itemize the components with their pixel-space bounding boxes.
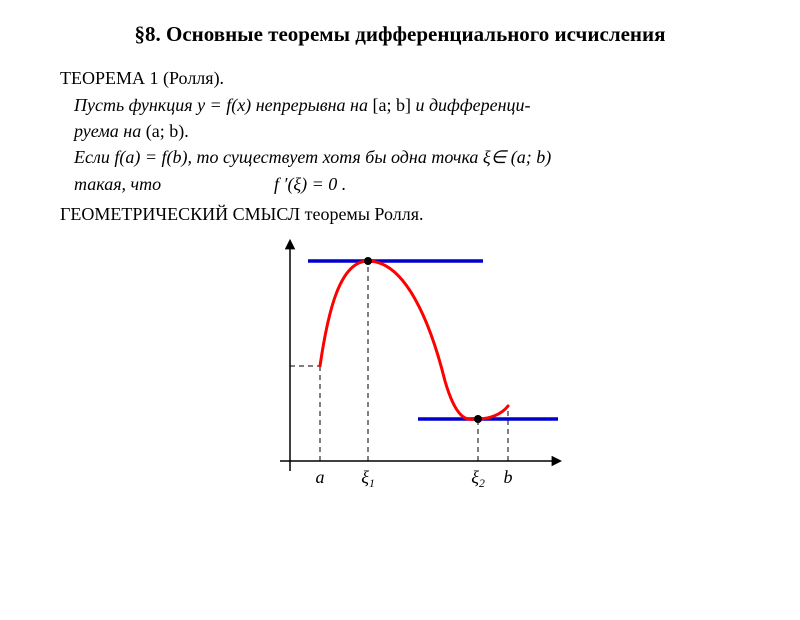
- svg-text:b: b: [504, 467, 513, 487]
- theorem-line4: такая, чтоf ′(ξ) = 0 .: [60, 172, 740, 196]
- text: [a; b]: [372, 95, 410, 115]
- theorem-line1: Пусть функция y = f(x) непрерывна на [a;…: [60, 93, 740, 117]
- theorem-line2: руема на (a; b).: [60, 119, 740, 143]
- geo-meaning-label: ГЕОМЕТРИЧЕСКИЙ СМЫСЛ теоремы Ролля.: [60, 204, 740, 225]
- svg-text:a: a: [316, 467, 325, 487]
- text: Если: [74, 147, 114, 167]
- text: (a; b).: [146, 121, 189, 141]
- text: ): [545, 147, 551, 167]
- text: b: [536, 147, 545, 167]
- text: f ′(ξ) = 0 .: [274, 174, 346, 194]
- svg-text:ξ2: ξ2: [471, 467, 485, 490]
- page-title: §8. Основные теоремы дифференциального и…: [70, 20, 730, 48]
- svg-text:ξ1: ξ1: [361, 467, 375, 490]
- text: руема на: [74, 121, 146, 141]
- text: ;: [526, 147, 537, 167]
- text: , то существует хотя бы одна точка ξ∈ (: [187, 147, 516, 167]
- theorem-line3: Если f(a) = f(b), то существует хотя бы …: [60, 145, 740, 169]
- rolle-graph: a ξ1 ξ2 b: [220, 231, 580, 501]
- text: y = f(x): [197, 95, 251, 115]
- text: такая, что: [74, 172, 274, 196]
- text: непрерывна на: [251, 95, 372, 115]
- graph-container: a ξ1 ξ2 b: [0, 231, 800, 501]
- text: a: [517, 147, 526, 167]
- theorem-block: ТЕОРЕМА 1 (Ролля). Пусть функция y = f(x…: [60, 66, 740, 195]
- text: и дифференци-: [411, 95, 531, 115]
- theorem-head: ТЕОРЕМА 1 (Ролля).: [60, 66, 740, 90]
- text: f(a) = f(b): [114, 147, 187, 167]
- text: Пусть функция: [74, 95, 197, 115]
